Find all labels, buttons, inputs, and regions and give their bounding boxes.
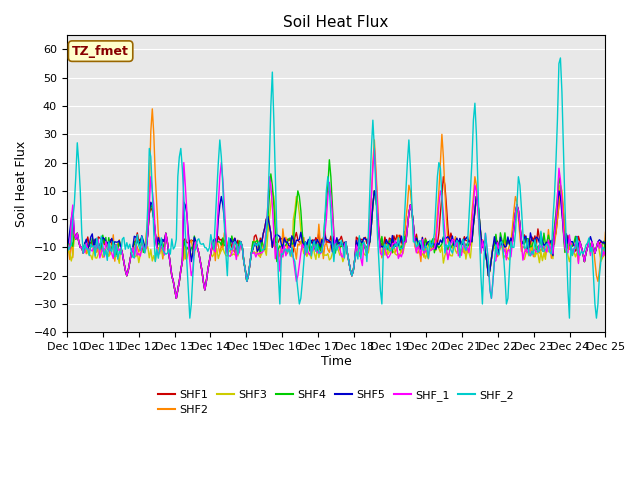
SHF5 (172, 296, 180, 301)
SHF4 (326, 157, 333, 163)
SHF5 (602, 241, 609, 247)
Legend: SHF1, SHF2, SHF3, SHF4, SHF5, SHF_1, SHF_2: SHF1, SHF2, SHF3, SHF4, SHF5, SHF_1, SHF… (154, 385, 518, 420)
Title: Soil Heat Flux: Soil Heat Flux (284, 15, 388, 30)
Text: TZ_fmet: TZ_fmet (72, 45, 129, 58)
SHF3 (252, 251, 260, 256)
SHF_2 (186, 315, 194, 321)
SHF_2 (225, 235, 233, 240)
SHF2 (575, 244, 582, 250)
SHF4 (575, 243, 582, 249)
SHF_2 (575, 251, 582, 256)
SHF_1 (300, 244, 308, 250)
SHF_2 (129, 254, 136, 260)
SHF3 (602, 249, 609, 255)
Y-axis label: Soil Heat Flux: Soil Heat Flux (15, 141, 28, 227)
SHF_2 (557, 55, 564, 61)
SHF1 (252, 232, 260, 238)
SHF1 (440, 174, 447, 180)
SHF3 (63, 242, 70, 248)
SHF2 (253, 250, 261, 256)
SHF1 (300, 239, 308, 245)
SHF_2 (300, 259, 308, 264)
SHF4 (172, 296, 180, 301)
SHF4 (252, 239, 260, 245)
SHF_2 (243, 278, 251, 284)
SHF3 (129, 244, 136, 250)
SHF2 (129, 244, 136, 250)
SHF2 (63, 247, 70, 252)
SHF5 (129, 244, 136, 250)
SHF1 (63, 232, 70, 238)
Line: SHF3: SHF3 (67, 185, 605, 299)
SHF4 (63, 241, 70, 247)
SHF5 (300, 244, 308, 250)
SHF3 (243, 278, 251, 284)
SHF2 (244, 273, 252, 278)
SHF3 (555, 182, 563, 188)
SHF1 (243, 278, 251, 284)
SHF5 (63, 237, 70, 243)
SHF5 (252, 240, 260, 246)
SHF4 (225, 241, 233, 247)
SHF2 (602, 229, 609, 235)
SHF4 (300, 244, 308, 250)
Line: SHF5: SHF5 (67, 191, 605, 299)
SHF_1 (243, 278, 251, 284)
SHF1 (172, 296, 180, 301)
SHF3 (575, 260, 582, 265)
SHF3 (225, 248, 233, 253)
SHF5 (371, 188, 378, 194)
X-axis label: Time: Time (321, 355, 351, 368)
SHF_1 (252, 254, 260, 260)
SHF2 (227, 248, 234, 253)
SHF3 (300, 251, 308, 256)
Line: SHF1: SHF1 (67, 177, 605, 299)
SHF3 (172, 296, 180, 301)
SHF1 (225, 240, 233, 246)
SHF1 (129, 244, 136, 250)
SHF_1 (63, 249, 70, 255)
SHF2 (148, 106, 156, 112)
SHF4 (602, 247, 609, 253)
SHF4 (243, 278, 251, 284)
SHF1 (575, 233, 582, 239)
SHF_1 (371, 145, 378, 151)
SHF5 (243, 278, 251, 284)
SHF_1 (575, 261, 582, 266)
SHF_2 (602, 249, 609, 255)
Line: SHF2: SHF2 (67, 109, 605, 299)
SHF_1 (172, 296, 180, 301)
SHF_1 (225, 253, 233, 259)
Line: SHF_2: SHF_2 (67, 58, 605, 318)
SHF_2 (63, 235, 70, 241)
SHF2 (301, 247, 309, 253)
SHF_1 (602, 253, 609, 259)
SHF4 (129, 244, 136, 250)
SHF2 (172, 296, 180, 301)
SHF_1 (129, 244, 136, 250)
SHF_2 (252, 242, 260, 248)
SHF1 (602, 242, 609, 248)
Line: SHF4: SHF4 (67, 160, 605, 299)
SHF5 (225, 244, 233, 250)
SHF5 (575, 244, 582, 250)
Line: SHF_1: SHF_1 (67, 148, 605, 299)
